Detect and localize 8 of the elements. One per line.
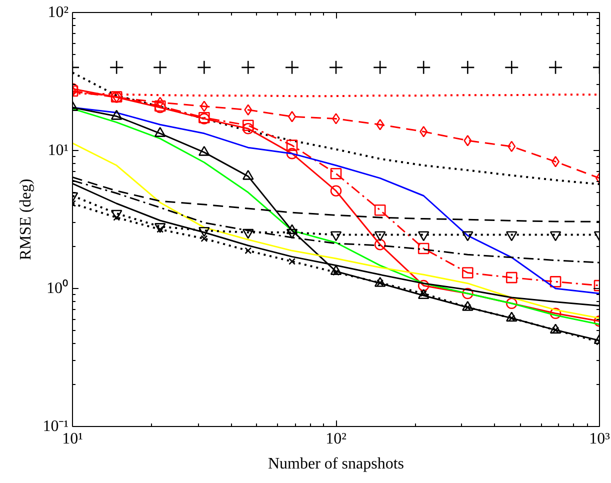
- y-tick-label: 10¹: [48, 142, 69, 159]
- x-tick-label: 10²: [326, 430, 347, 448]
- x-tick-label: 10³: [589, 430, 610, 448]
- y-tick-label: 10⁰: [46, 279, 68, 297]
- x-tick-label: 10¹: [62, 430, 84, 448]
- x-axis-title: Number of snapshots: [268, 456, 404, 472]
- y-tick-label: 10²: [48, 4, 69, 21]
- y-axis-title: RMSE (deg): [18, 178, 35, 260]
